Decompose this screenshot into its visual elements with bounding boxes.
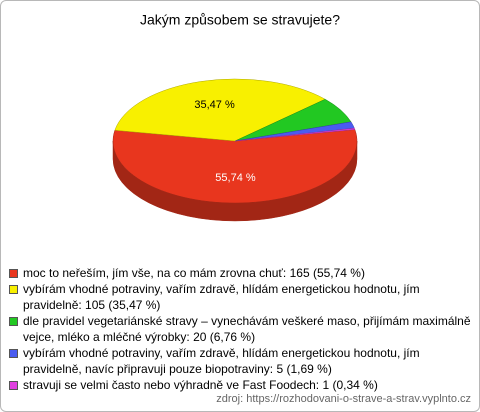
legend-item: vybírám vhodné potraviny, vařím zdravě, … [9,281,471,313]
legend-swatch [9,269,18,278]
legend-label: vybírám vhodné potraviny, vařím zdravě, … [23,282,420,312]
legend-label: dle pravidel vegetariánské stravy – vyne… [23,314,471,344]
source: zdroj: https://rozhodovani-o-strave-a-st… [216,393,471,405]
chart-title: Jakým způsobem se stravujete? [140,12,340,28]
legend-item: stravuji se velmi často nebo výhradně ve… [9,377,471,393]
slice [114,78,326,142]
legend-item: moc to neřeším, jím vše, na co mám zrovn… [9,265,471,281]
legend-item: vybírám vhodné potraviny, vařím zdravě, … [9,345,471,377]
legend-label: stravuji se velmi často nebo výhradně ve… [23,378,378,392]
pie-area: Jakým způsobem se stravujete? 55,74 % 35,… [112,12,358,222]
legend: moc to neřeším, jím vše, na co mám zrovn… [9,265,471,393]
legend-item: dle pravidel vegetariánské stravy – vyne… [9,313,471,345]
slice [234,127,356,142]
value-label: 55,74 % [215,172,256,184]
legend-swatch [9,381,18,390]
legend-swatch [9,285,18,294]
legend-label: vybírám vhodné potraviny, vařím zdravě, … [23,346,420,376]
legend-swatch [9,349,18,358]
slice [112,129,358,204]
legend-swatch [9,317,18,326]
value-label: 35,47 % [194,99,235,111]
legend-label: moc to neřeším, jím vše, na co mám zrovn… [23,266,365,280]
